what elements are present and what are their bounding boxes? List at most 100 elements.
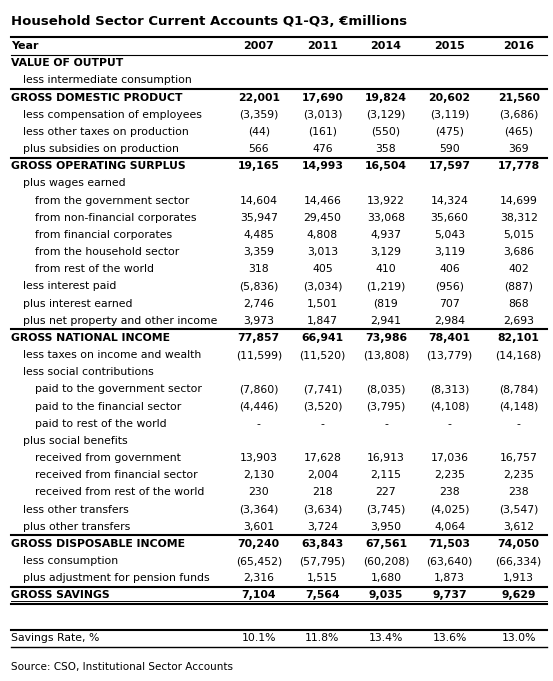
Text: 14,604: 14,604 bbox=[240, 195, 278, 206]
Text: 3,013: 3,013 bbox=[307, 247, 338, 257]
Text: (66,334): (66,334) bbox=[495, 556, 542, 566]
Text: 7,564: 7,564 bbox=[305, 590, 340, 601]
Text: (5,836): (5,836) bbox=[239, 281, 279, 291]
Text: 66,941: 66,941 bbox=[301, 333, 343, 343]
Text: 318: 318 bbox=[248, 264, 269, 274]
Text: (161): (161) bbox=[308, 127, 337, 137]
Text: 2,746: 2,746 bbox=[243, 298, 274, 308]
Text: 29,450: 29,450 bbox=[304, 212, 341, 223]
Text: (550): (550) bbox=[372, 127, 400, 137]
Text: (4,108): (4,108) bbox=[430, 402, 469, 411]
Text: plus net property and other income: plus net property and other income bbox=[23, 316, 217, 326]
Text: VALUE OF OUTPUT: VALUE OF OUTPUT bbox=[11, 58, 123, 68]
Text: 358: 358 bbox=[375, 144, 397, 154]
Text: 2014: 2014 bbox=[371, 41, 401, 51]
Text: 3,601: 3,601 bbox=[243, 522, 274, 532]
Text: 227: 227 bbox=[375, 488, 397, 497]
Text: (3,034): (3,034) bbox=[302, 281, 342, 291]
Text: 590: 590 bbox=[439, 144, 460, 154]
Text: (4,446): (4,446) bbox=[239, 402, 279, 411]
Text: (3,359): (3,359) bbox=[239, 110, 279, 120]
Text: (8,784): (8,784) bbox=[499, 384, 539, 394]
Text: less social contributions: less social contributions bbox=[23, 367, 154, 377]
Text: (3,119): (3,119) bbox=[430, 110, 469, 120]
Text: 19,165: 19,165 bbox=[238, 161, 280, 171]
Text: 9,629: 9,629 bbox=[502, 590, 536, 601]
Text: (44): (44) bbox=[248, 127, 270, 137]
Text: (3,795): (3,795) bbox=[366, 402, 406, 411]
Text: (819: (819 bbox=[374, 298, 398, 308]
Text: less interest paid: less interest paid bbox=[23, 281, 117, 291]
Text: 10.1%: 10.1% bbox=[242, 633, 276, 644]
Text: less consumption: less consumption bbox=[23, 556, 118, 566]
Text: 17,628: 17,628 bbox=[304, 453, 341, 463]
Text: 17,036: 17,036 bbox=[431, 453, 468, 463]
Text: less other taxes on production: less other taxes on production bbox=[23, 127, 189, 137]
Text: 17,690: 17,690 bbox=[301, 93, 343, 103]
Text: 77,857: 77,857 bbox=[238, 333, 280, 343]
Text: 402: 402 bbox=[508, 264, 529, 274]
Text: 566: 566 bbox=[248, 144, 269, 154]
Text: (475): (475) bbox=[435, 127, 464, 137]
Text: 14,699: 14,699 bbox=[500, 195, 538, 206]
Text: less other transfers: less other transfers bbox=[23, 505, 129, 515]
Text: 13.6%: 13.6% bbox=[432, 633, 467, 644]
Text: 82,101: 82,101 bbox=[498, 333, 540, 343]
Text: (1,219): (1,219) bbox=[366, 281, 406, 291]
Text: Source: CSO, Institutional Sector Accounts: Source: CSO, Institutional Sector Accoun… bbox=[11, 662, 233, 672]
Text: 4,937: 4,937 bbox=[371, 230, 401, 240]
Text: 238: 238 bbox=[439, 488, 460, 497]
Text: less intermediate consumption: less intermediate consumption bbox=[23, 76, 192, 85]
Text: 35,660: 35,660 bbox=[431, 212, 468, 223]
Text: received from government: received from government bbox=[35, 453, 181, 463]
Text: GROSS OPERATING SURPLUS: GROSS OPERATING SURPLUS bbox=[11, 161, 186, 171]
Text: -: - bbox=[257, 419, 261, 429]
Text: 2,115: 2,115 bbox=[371, 471, 401, 480]
Text: -: - bbox=[447, 419, 452, 429]
Text: 71,503: 71,503 bbox=[429, 539, 471, 549]
Text: 2,235: 2,235 bbox=[503, 471, 534, 480]
Text: 1,501: 1,501 bbox=[307, 298, 338, 308]
Text: 369: 369 bbox=[508, 144, 529, 154]
Text: 410: 410 bbox=[375, 264, 397, 274]
Text: (4,148): (4,148) bbox=[499, 402, 539, 411]
Text: GROSS DOMESTIC PRODUCT: GROSS DOMESTIC PRODUCT bbox=[11, 93, 182, 103]
Text: (11,599): (11,599) bbox=[236, 350, 282, 360]
Text: (465): (465) bbox=[504, 127, 533, 137]
Text: (3,364): (3,364) bbox=[239, 505, 279, 515]
Text: -: - bbox=[517, 419, 521, 429]
Text: 3,612: 3,612 bbox=[503, 522, 534, 532]
Text: less taxes on income and wealth: less taxes on income and wealth bbox=[23, 350, 201, 360]
Text: 14,993: 14,993 bbox=[301, 161, 343, 171]
Text: -: - bbox=[320, 419, 325, 429]
Text: 406: 406 bbox=[439, 264, 460, 274]
Text: 17,778: 17,778 bbox=[498, 161, 540, 171]
Text: 3,119: 3,119 bbox=[434, 247, 465, 257]
Text: 70,240: 70,240 bbox=[238, 539, 280, 549]
Text: 3,950: 3,950 bbox=[371, 522, 401, 532]
Text: plus interest earned: plus interest earned bbox=[23, 298, 133, 308]
Text: 16,757: 16,757 bbox=[500, 453, 538, 463]
Text: 14,466: 14,466 bbox=[304, 195, 341, 206]
Text: 20,602: 20,602 bbox=[429, 93, 471, 103]
Text: 707: 707 bbox=[439, 298, 460, 308]
Text: (63,640): (63,640) bbox=[426, 556, 473, 566]
Text: from financial corporates: from financial corporates bbox=[35, 230, 173, 240]
Text: 33,068: 33,068 bbox=[367, 212, 405, 223]
Text: Savings Rate, %: Savings Rate, % bbox=[11, 633, 100, 644]
Text: 2,693: 2,693 bbox=[503, 316, 534, 326]
Text: plus subsidies on production: plus subsidies on production bbox=[23, 144, 179, 154]
Text: 9,737: 9,737 bbox=[432, 590, 467, 601]
Text: (3,634): (3,634) bbox=[302, 505, 342, 515]
Text: 2,316: 2,316 bbox=[243, 573, 274, 583]
Text: 405: 405 bbox=[312, 264, 333, 274]
Text: (3,129): (3,129) bbox=[366, 110, 406, 120]
Text: 4,485: 4,485 bbox=[243, 230, 274, 240]
Text: (3,547): (3,547) bbox=[499, 505, 539, 515]
Text: GROSS NATIONAL INCOME: GROSS NATIONAL INCOME bbox=[11, 333, 170, 343]
Text: 1,913: 1,913 bbox=[503, 573, 534, 583]
Text: 3,973: 3,973 bbox=[243, 316, 274, 326]
Text: 13.4%: 13.4% bbox=[369, 633, 403, 644]
Text: 4,808: 4,808 bbox=[307, 230, 338, 240]
Text: 2,004: 2,004 bbox=[307, 471, 338, 480]
